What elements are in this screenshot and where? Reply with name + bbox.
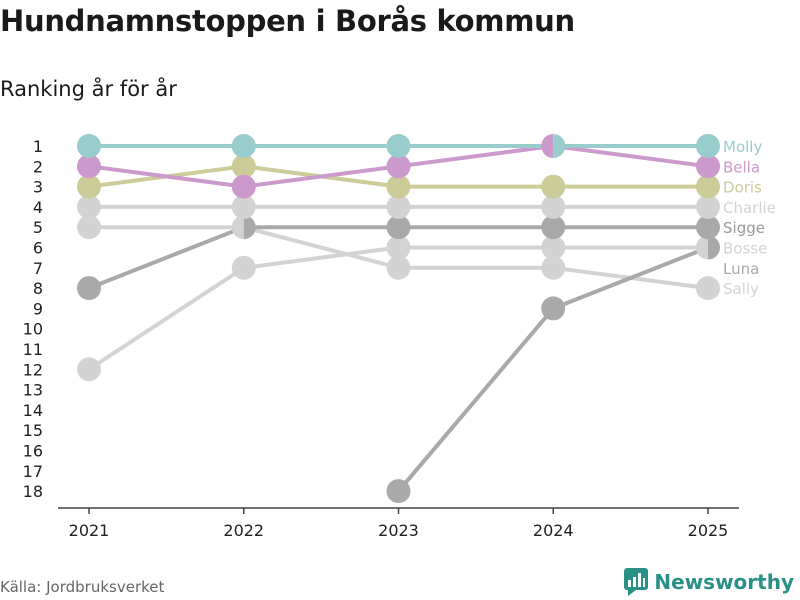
x-tick-label: 2024 bbox=[533, 521, 574, 540]
label-bella: Bella bbox=[723, 158, 760, 176]
y-tick-label: 11 bbox=[23, 340, 43, 359]
point-bosse bbox=[386, 479, 411, 504]
y-tick-label: 2 bbox=[33, 157, 43, 176]
point-sigge bbox=[77, 276, 101, 301]
point-sally bbox=[696, 276, 720, 301]
point-sally bbox=[541, 255, 566, 280]
point-doris bbox=[541, 174, 566, 199]
brand-logo[interactable]: Newsworthy bbox=[624, 568, 794, 596]
point-doris bbox=[77, 174, 101, 199]
point-molly bbox=[553, 134, 566, 158]
series-points bbox=[77, 134, 720, 504]
point-bosse bbox=[541, 296, 566, 321]
y-tick-label: 12 bbox=[23, 360, 43, 379]
y-tick-label: 18 bbox=[23, 482, 43, 501]
point-doris bbox=[696, 174, 720, 199]
point-luna bbox=[696, 235, 708, 260]
point-luna bbox=[77, 357, 101, 382]
point-bosse bbox=[708, 235, 720, 260]
y-tick-label: 15 bbox=[23, 421, 43, 440]
point-sally bbox=[77, 215, 101, 240]
x-tick-label: 2023 bbox=[378, 521, 419, 540]
y-tick-label: 16 bbox=[23, 442, 43, 461]
point-molly bbox=[77, 134, 101, 158]
point-molly bbox=[231, 134, 256, 158]
point-charlie bbox=[386, 194, 411, 219]
point-luna bbox=[231, 255, 256, 280]
point-sally bbox=[386, 255, 411, 280]
point-sigge bbox=[696, 215, 720, 240]
point-bella bbox=[231, 174, 256, 199]
point-bella bbox=[77, 154, 101, 179]
point-charlie bbox=[77, 194, 101, 219]
x-tick-label: 2022 bbox=[223, 521, 264, 540]
label-bosse: Bosse bbox=[723, 240, 767, 258]
chart-subtitle: Ranking år för år bbox=[0, 77, 177, 101]
chart-title: Hundnamnstoppen i Borås kommun bbox=[0, 4, 575, 38]
point-bella bbox=[386, 154, 411, 179]
y-tick-label: 10 bbox=[23, 320, 43, 339]
point-sally bbox=[231, 215, 244, 240]
point-charlie bbox=[231, 194, 256, 219]
y-tick-label: 8 bbox=[33, 279, 43, 298]
brand-name: Newsworthy bbox=[654, 570, 794, 594]
y-tick-label: 13 bbox=[23, 381, 43, 400]
label-sigge: Sigge bbox=[723, 219, 765, 237]
point-luna bbox=[541, 235, 566, 260]
y-tick-label: 1 bbox=[33, 137, 43, 156]
chart-logo-icon bbox=[624, 568, 649, 596]
y-tick-label: 3 bbox=[33, 178, 43, 197]
point-sigge bbox=[541, 215, 566, 240]
label-doris: Doris bbox=[723, 179, 762, 197]
y-tick-label: 17 bbox=[23, 462, 43, 481]
y-tick-label: 4 bbox=[33, 198, 43, 217]
point-luna bbox=[386, 235, 411, 260]
point-bella bbox=[541, 134, 554, 158]
y-tick-label: 7 bbox=[33, 259, 43, 278]
point-charlie bbox=[696, 194, 720, 219]
label-luna: Luna bbox=[723, 260, 759, 278]
point-molly bbox=[386, 134, 411, 158]
y-tick-label: 5 bbox=[33, 218, 43, 237]
source-note: Källa: Jordbruksverket bbox=[0, 578, 165, 596]
point-bella bbox=[696, 154, 720, 179]
x-tick-label: 2025 bbox=[688, 521, 729, 540]
point-sigge bbox=[386, 215, 411, 240]
label-charlie: Charlie bbox=[723, 199, 776, 217]
point-doris bbox=[231, 154, 256, 179]
series-line-bosse bbox=[396, 245, 710, 494]
point-doris bbox=[386, 174, 411, 199]
y-tick-label: 9 bbox=[33, 299, 43, 318]
series-labels: Molly Bella Doris Charlie Sigge Bosse Luna Sall… bbox=[723, 138, 776, 298]
y-tick-label: 6 bbox=[33, 239, 43, 258]
label-sally: Sally bbox=[723, 280, 759, 298]
label-molly: Molly bbox=[723, 138, 762, 156]
point-charlie bbox=[541, 194, 566, 219]
point-sigge bbox=[243, 215, 256, 240]
point-molly bbox=[696, 134, 720, 158]
x-tick-label: 2021 bbox=[69, 521, 110, 540]
y-tick-label: 14 bbox=[23, 401, 43, 420]
